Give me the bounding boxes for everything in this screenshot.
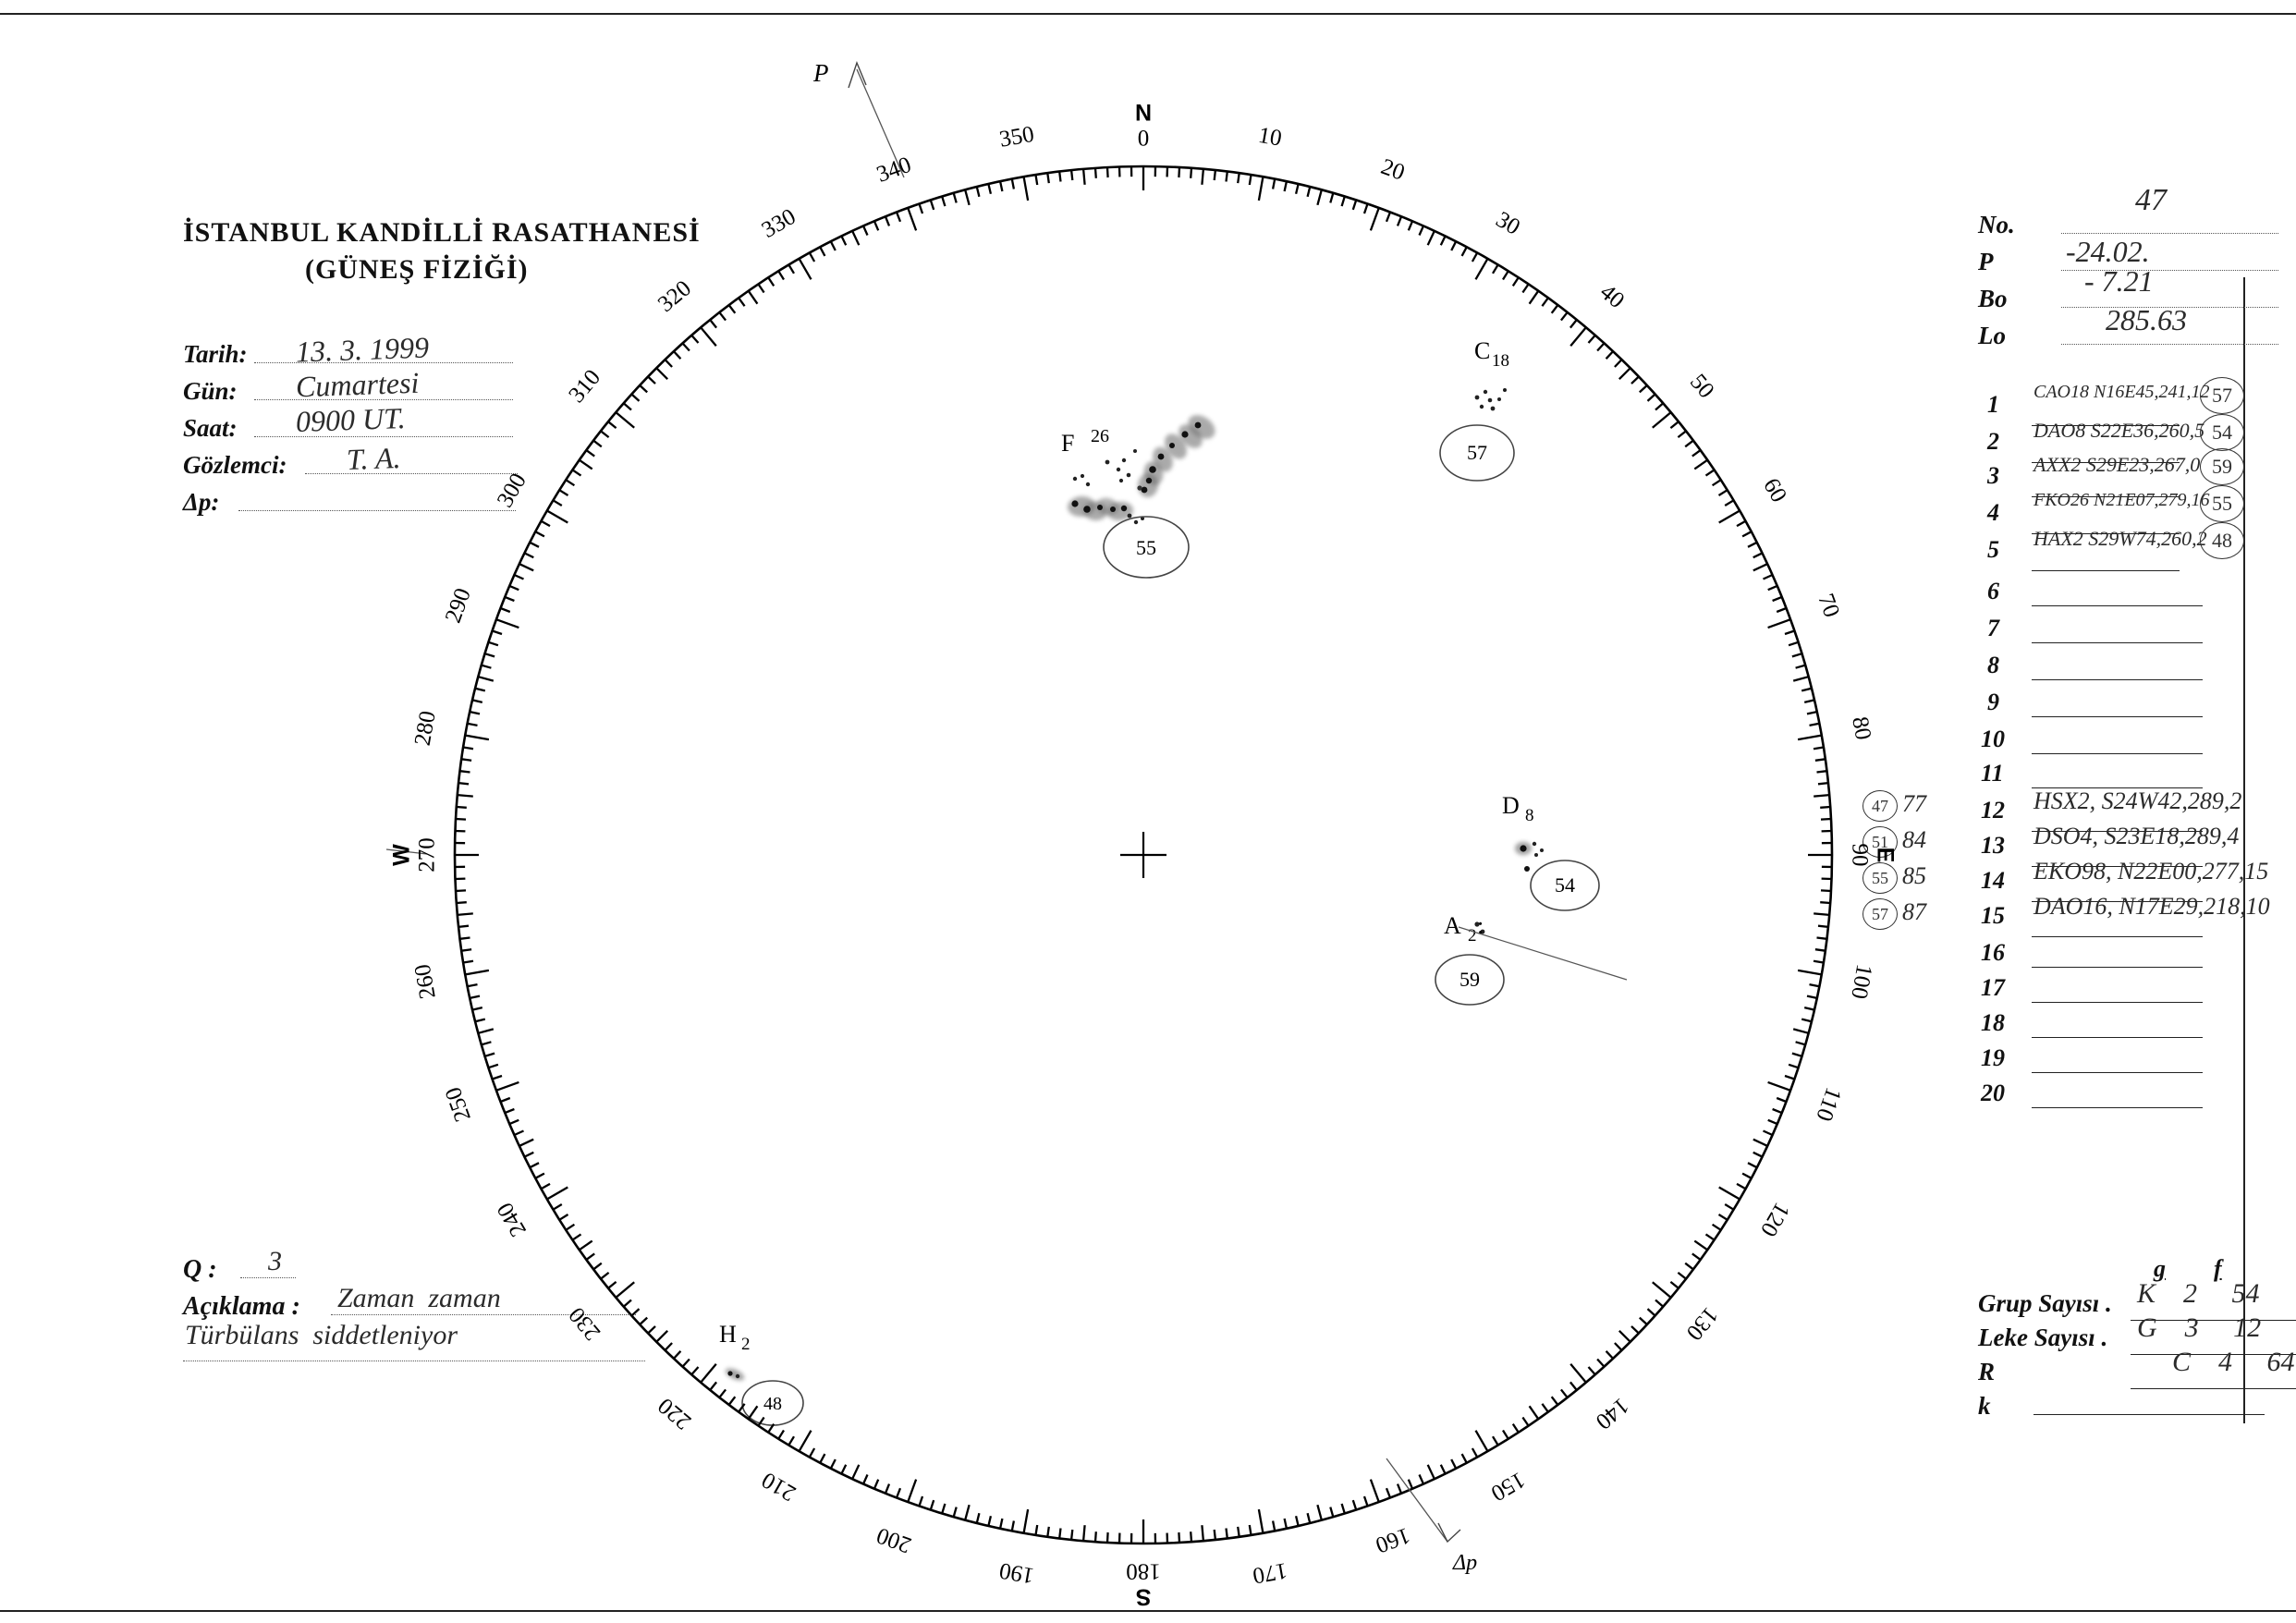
svg-text:A: A bbox=[1444, 912, 1461, 939]
svg-text:240: 240 bbox=[493, 1198, 531, 1240]
svg-text:330: 330 bbox=[758, 204, 800, 243]
svg-text:30: 30 bbox=[1492, 207, 1524, 240]
svg-text:0: 0 bbox=[1138, 127, 1150, 152]
svg-text:S: S bbox=[1136, 1583, 1152, 1609]
svg-text:230: 230 bbox=[564, 1302, 605, 1345]
svg-text:60: 60 bbox=[1758, 474, 1791, 506]
svg-text:140: 140 bbox=[1591, 1393, 1633, 1434]
svg-text:2: 2 bbox=[741, 1335, 751, 1354]
svg-text:250: 250 bbox=[441, 1084, 476, 1125]
svg-text:160: 160 bbox=[1373, 1522, 1413, 1557]
svg-text:P: P bbox=[812, 59, 829, 87]
svg-text:48: 48 bbox=[763, 1394, 782, 1414]
svg-text:150: 150 bbox=[1486, 1467, 1529, 1506]
svg-text:270: 270 bbox=[415, 837, 440, 873]
svg-text:350: 350 bbox=[997, 122, 1036, 153]
svg-text:120: 120 bbox=[1755, 1198, 1794, 1240]
svg-text:190: 190 bbox=[997, 1557, 1036, 1588]
svg-text:57: 57 bbox=[1467, 441, 1487, 464]
svg-text:70: 70 bbox=[1813, 591, 1844, 621]
svg-text:D: D bbox=[1502, 792, 1520, 819]
svg-text:50: 50 bbox=[1685, 370, 1719, 404]
svg-text:18: 18 bbox=[1492, 351, 1509, 371]
svg-text:340: 340 bbox=[873, 153, 914, 188]
svg-text:180: 180 bbox=[1126, 1558, 1161, 1583]
svg-text:10: 10 bbox=[1256, 123, 1283, 152]
svg-text:220: 220 bbox=[653, 1393, 696, 1434]
svg-text:Δp: Δp bbox=[1452, 1551, 1477, 1575]
svg-text:200: 200 bbox=[873, 1522, 914, 1557]
svg-text:260: 260 bbox=[410, 962, 441, 1001]
svg-text:280: 280 bbox=[410, 709, 441, 748]
svg-text:54: 54 bbox=[1555, 873, 1575, 897]
svg-text:26: 26 bbox=[1091, 426, 1109, 446]
svg-text:100: 100 bbox=[1846, 962, 1876, 1001]
svg-text:40: 40 bbox=[1595, 279, 1630, 313]
svg-text:170: 170 bbox=[1251, 1557, 1289, 1588]
svg-text:N: N bbox=[1135, 101, 1152, 127]
svg-text:320: 320 bbox=[653, 275, 696, 317]
svg-text:W: W bbox=[389, 844, 415, 866]
svg-text:20: 20 bbox=[1377, 154, 1408, 186]
svg-text:8: 8 bbox=[1525, 806, 1534, 825]
svg-text:F: F bbox=[1061, 430, 1074, 457]
svg-text:59: 59 bbox=[1459, 968, 1480, 991]
svg-text:80: 80 bbox=[1847, 714, 1875, 741]
svg-text:310: 310 bbox=[564, 365, 605, 408]
svg-text:55: 55 bbox=[1136, 536, 1156, 559]
svg-text:130: 130 bbox=[1681, 1302, 1723, 1345]
svg-text:H: H bbox=[719, 1321, 737, 1348]
svg-text:C: C bbox=[1474, 337, 1490, 364]
svg-text:290: 290 bbox=[441, 585, 476, 626]
svg-text:110: 110 bbox=[1811, 1084, 1846, 1125]
svg-text:300: 300 bbox=[493, 470, 531, 512]
svg-text:210: 210 bbox=[758, 1467, 800, 1506]
svg-text:2: 2 bbox=[1468, 926, 1477, 946]
svg-text:90: 90 bbox=[1847, 844, 1872, 867]
svg-text:E: E bbox=[1872, 848, 1898, 863]
